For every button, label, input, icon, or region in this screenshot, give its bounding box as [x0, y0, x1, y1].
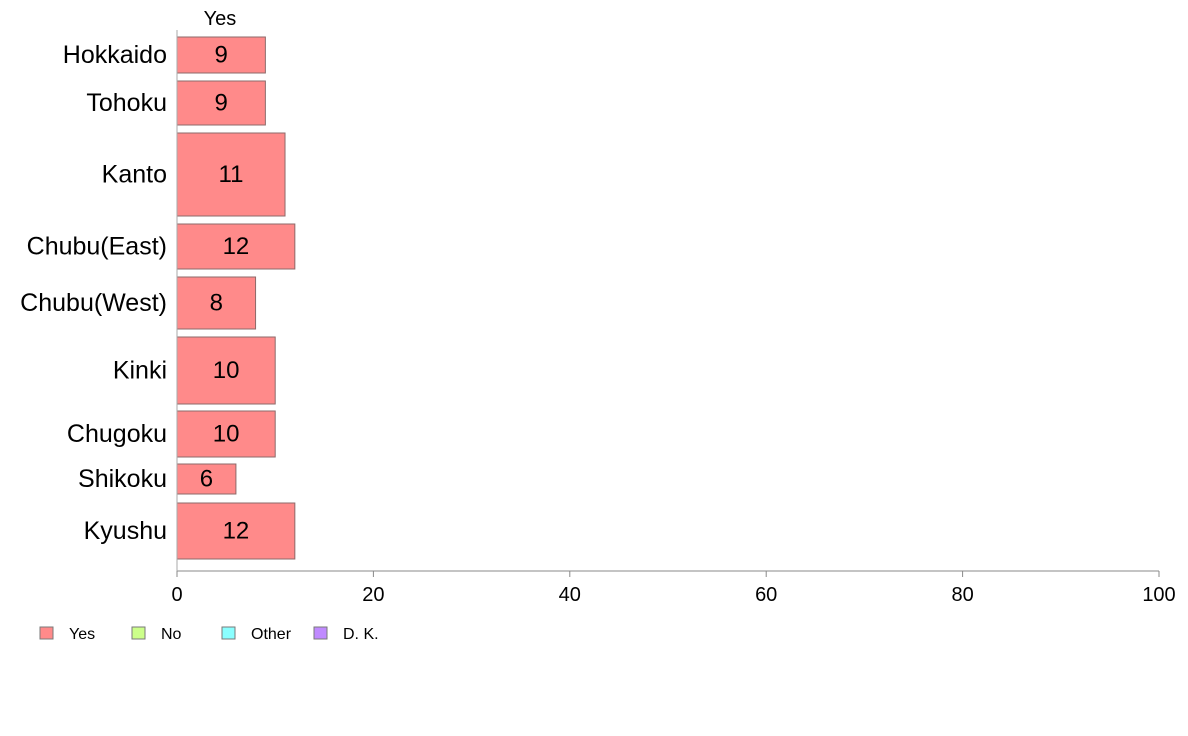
x-axis: 0 20 40 60 80 100 — [171, 30, 1176, 606]
x-tick-label: 0 — [171, 584, 182, 606]
bar-yes — [176, 410, 276, 458]
bar-value-label: 9 — [215, 90, 228, 117]
bar-value-label: 12 — [223, 233, 250, 260]
x-tick-label: 60 — [755, 584, 777, 606]
category-label: Tohoku — [86, 89, 167, 117]
x-tick-label: 100 — [1142, 584, 1175, 606]
legend-label: Other — [251, 626, 292, 643]
x-tick-label: 80 — [951, 584, 973, 606]
column-header-yes: Yes — [204, 8, 237, 30]
bar-value-label: 10 — [213, 357, 240, 384]
legend-label: No — [161, 626, 182, 643]
category-label: Shikoku — [78, 465, 167, 493]
bar-yes — [176, 132, 286, 217]
legend-swatch-no — [131, 626, 146, 640]
legend-swatch-yes — [39, 626, 54, 640]
category-label: Chugoku — [67, 420, 167, 448]
bar-yes — [176, 223, 296, 270]
bar-value-label: 11 — [219, 161, 244, 188]
bar-value-label: 12 — [223, 518, 250, 545]
category-label: Hokkaido — [63, 41, 167, 69]
legend-swatch-other — [221, 626, 236, 640]
bar-value-label: 6 — [200, 466, 213, 493]
category-label: Chubu(East) — [27, 233, 167, 261]
x-tick-label: 40 — [559, 584, 581, 606]
category-label: Kanto — [102, 161, 167, 189]
bar-yes — [176, 276, 257, 330]
legend: Yes No Other D. K. — [39, 626, 379, 643]
category-label: Chubu(West) — [20, 289, 167, 317]
bar-yes — [176, 36, 266, 74]
bar-yes — [176, 80, 266, 126]
x-tick-label: 20 — [362, 584, 384, 606]
category-label: Kinki — [113, 357, 167, 385]
legend-label: Yes — [69, 626, 95, 643]
bar-yes — [176, 336, 276, 405]
legend-label: D. K. — [343, 626, 379, 643]
bar-value-label: 9 — [215, 42, 228, 69]
bars-layer: Yes Hokkaido 9 Tohoku 9 Kanto 11 Chubu(East) 12 C… — [20, 8, 296, 560]
bar-value-label: 10 — [213, 421, 240, 448]
category-label: Kyushu — [84, 517, 167, 545]
legend-swatch-dk — [313, 626, 328, 640]
bar-value-label: 8 — [210, 290, 223, 317]
